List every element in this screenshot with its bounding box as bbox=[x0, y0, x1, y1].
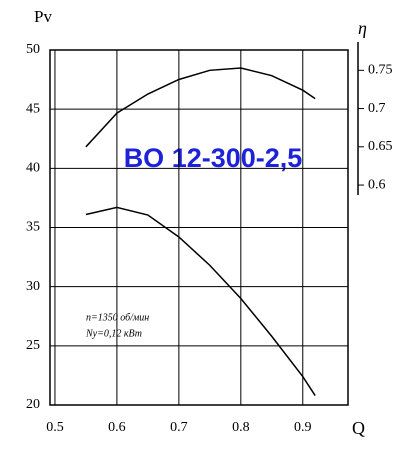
x-tick-label: 0.9 bbox=[294, 420, 312, 435]
x-tick-label: 0.8 bbox=[232, 420, 250, 435]
x-axis-label: Q bbox=[352, 418, 365, 438]
y-tick-label: 50 bbox=[26, 42, 40, 57]
x-tick-label: 0.7 bbox=[170, 420, 188, 435]
annotation: Nу=0,12 кВт bbox=[85, 328, 142, 339]
y2-tick-label: 0.7 bbox=[368, 101, 386, 116]
y-tick-label: 30 bbox=[26, 279, 40, 294]
y-tick-label: 35 bbox=[26, 220, 40, 235]
y-tick-label: 45 bbox=[26, 101, 40, 116]
y-tick-label: 25 bbox=[26, 338, 40, 353]
y2-tick-label: 0.65 bbox=[368, 139, 393, 154]
x-tick-label: 0.6 bbox=[108, 420, 126, 435]
y-tick-label: 20 bbox=[26, 397, 40, 412]
annotation: n=1350 об/мин bbox=[86, 312, 149, 323]
y2-tick-label: 0.6 bbox=[368, 177, 386, 192]
y-axis-label: Pv bbox=[34, 7, 52, 26]
curve bbox=[85, 206, 316, 396]
y2-tick-label: 0.75 bbox=[368, 63, 393, 78]
y2-axis-label: η bbox=[358, 18, 367, 38]
curve bbox=[85, 67, 316, 148]
x-tick-label: 0.5 bbox=[46, 420, 64, 435]
y-tick-label: 40 bbox=[26, 161, 40, 176]
